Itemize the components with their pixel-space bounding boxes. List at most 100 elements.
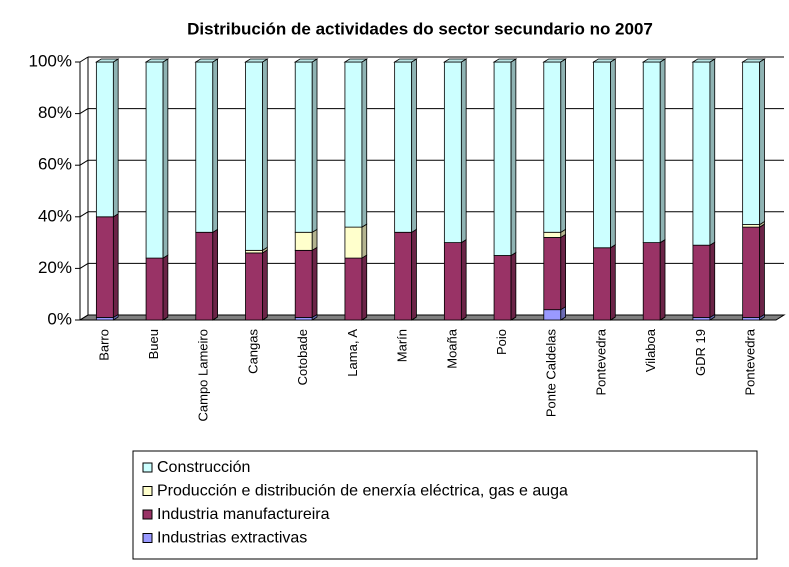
bar-side [560,233,566,311]
x-tick-label: Barro [96,329,111,361]
y-tick-label: 20% [38,258,72,277]
grid-line [79,108,89,115]
y-tick-label: 60% [38,155,72,174]
bar-segment [344,226,363,259]
bar-side [361,223,368,259]
legend-swatch [142,486,153,496]
y-tick-label: 100% [29,51,72,70]
bar-top [592,58,617,63]
x-tick-label: Marín [395,329,410,362]
bar-side [162,254,169,321]
x-tick-label: Cangas [245,329,260,374]
x-tick-label: Moaña [444,328,459,369]
bar-segment [642,61,661,244]
bar-segment [543,309,562,321]
bar-segment [294,231,313,251]
bar-segment [344,61,363,228]
bar-side [162,58,169,259]
bar-side [112,58,119,218]
bar-segment [692,61,711,246]
bar-segment [543,237,562,311]
bar-segment [394,61,413,233]
x-tick-label: Lama, A [345,329,360,377]
bar-top [343,58,369,63]
bar-segment [593,247,611,321]
bar-side [311,58,318,234]
chart-title: Distribución de actividades do sector se… [187,19,653,38]
grid-line [79,211,89,218]
x-tick-label: Bueu [146,329,161,359]
bar-segment [394,231,413,321]
legend-swatch [142,533,153,543]
bar-segment [95,216,114,318]
bar-segment [493,255,512,321]
x-tick-label: Vilaboa [643,328,658,372]
bar-side [411,228,417,321]
legend-swatch [142,462,153,473]
bar-segment [195,231,214,321]
bar-segment [195,61,214,233]
bar-side [510,251,517,321]
bar-top [293,58,319,63]
bar-side [510,58,517,257]
bar-side [709,241,716,319]
x-tick-label: Campo Lameiro [196,329,211,422]
legend-label: Construcción [157,459,250,476]
bar-top [194,58,219,63]
bar-side [112,213,119,319]
bar-side [361,254,368,321]
bar-side [411,58,417,234]
bar-side [262,249,268,321]
bar-side [460,238,467,321]
grid-line [79,159,89,166]
bar-segment [642,242,661,321]
bar-side [262,58,268,252]
bar-segment [95,61,114,218]
bar-side [659,238,666,321]
x-tick-label: Poio [494,329,509,355]
bar-segment [742,61,761,225]
bar-side [759,223,765,319]
bar-side [610,244,616,321]
bar-segment [245,252,263,321]
bar-top [94,58,120,63]
bar-segment [692,244,711,318]
bar-side [560,58,566,234]
legend-label: Producción e distribución de enerxía elé… [157,483,568,500]
y-tick-label: 0% [47,309,72,328]
bar-segment [245,61,263,251]
x-tick-label: Pontevedra [743,328,758,395]
bar-side [361,58,368,228]
grid-line [79,262,89,269]
bar-top [691,58,717,63]
bar-top [741,58,766,63]
bar-top [393,58,418,63]
legend-label: Industrias extractivas [157,530,307,547]
bar-segment [145,257,164,321]
bar-segment [294,249,313,318]
bar-top [542,58,567,63]
x-tick-label: GDR 19 [693,329,708,376]
x-tick-label: Pontevedra [593,328,608,395]
bar-segment [145,61,164,259]
bar-side [311,228,318,252]
x-tick-label: Ponte Caldelas [544,329,559,418]
y-tick-label: 80% [38,103,72,122]
bar-side [759,58,765,226]
legend-box [132,450,758,560]
bar-side [212,58,218,234]
bar-segment [443,61,462,244]
bar-segment [344,257,363,321]
x-tick-label: Cotobade [295,329,310,385]
bar-side [311,246,318,319]
floor [78,314,786,321]
bar-top [442,58,468,63]
bar-segment [593,61,611,249]
bar-side [212,228,218,321]
y-tick-label: 40% [38,206,72,225]
bar-top [244,58,269,63]
bar-side [460,58,467,244]
bar-side [659,58,666,244]
grid-line [79,56,89,63]
